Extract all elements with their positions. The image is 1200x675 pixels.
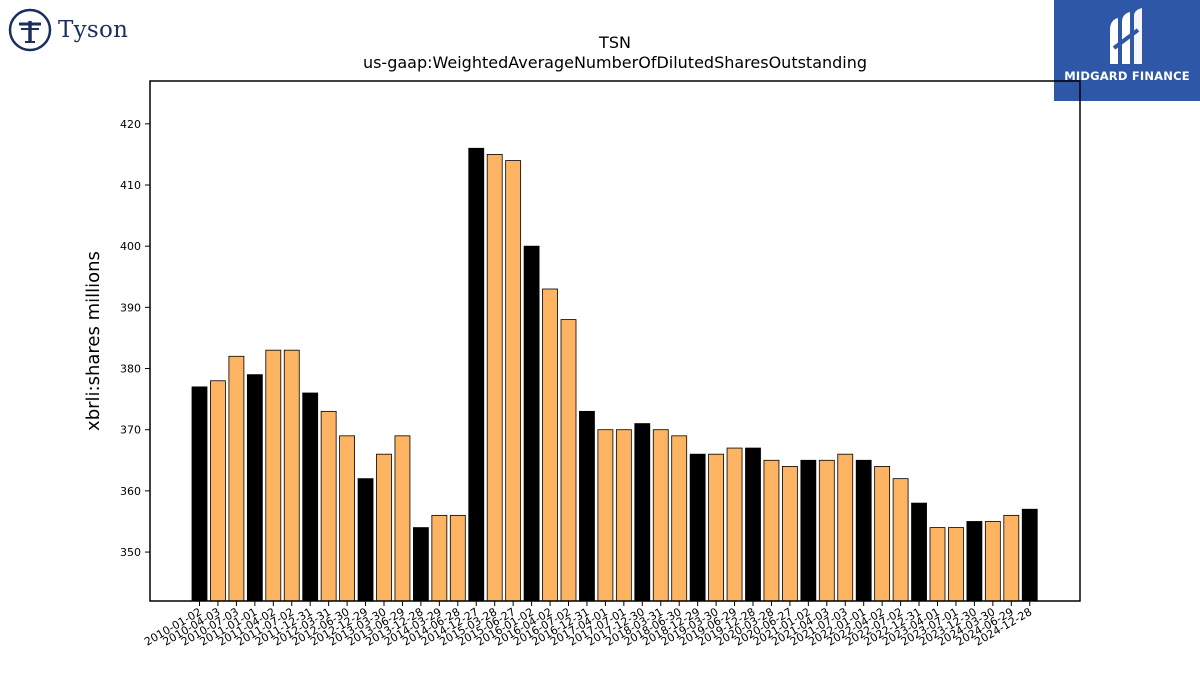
bar	[689, 453, 706, 602]
bar	[745, 447, 761, 602]
bar	[652, 429, 669, 602]
bar	[302, 392, 319, 602]
bar	[376, 453, 392, 602]
bar	[726, 447, 743, 602]
tyson-wordmark: Tyson	[58, 17, 129, 43]
bar	[246, 374, 263, 602]
bar	[948, 527, 964, 602]
bar	[449, 514, 466, 602]
y-axis-label: xbrli:shares millions	[83, 251, 104, 431]
bar	[800, 459, 817, 602]
y-tick-label: 420	[120, 118, 141, 131]
bar	[782, 466, 798, 602]
bar	[560, 319, 577, 602]
bar	[855, 459, 872, 602]
midgard-finance-wordmark: MIDGARD FINANCE	[1064, 69, 1190, 83]
tyson-logo: Tyson	[8, 8, 128, 52]
bar	[929, 527, 946, 602]
bar	[228, 355, 245, 602]
bar	[523, 245, 540, 602]
bar	[615, 429, 632, 602]
bar	[984, 521, 1001, 602]
bar	[210, 380, 226, 602]
bar	[818, 459, 835, 602]
bar	[191, 386, 208, 602]
plot-frame	[149, 80, 1081, 602]
bar	[412, 527, 429, 602]
y-tick-label: 360	[120, 485, 141, 498]
bar	[892, 478, 909, 602]
y-tick-label: 410	[120, 179, 141, 192]
chart-title: TSN	[598, 33, 631, 52]
bar	[966, 521, 983, 602]
bar	[320, 410, 337, 602]
bar	[1021, 508, 1038, 602]
bar	[468, 147, 485, 602]
bar	[505, 160, 522, 602]
bars-group	[191, 147, 1038, 602]
chart-subtitle: us-gaap:WeightedAverageNumberOfDilutedSh…	[363, 53, 867, 72]
bar	[874, 466, 891, 602]
bar	[597, 429, 614, 602]
y-tick-label: 400	[120, 240, 141, 253]
y-tick-label: 390	[120, 301, 141, 314]
bar	[339, 435, 356, 602]
bar	[763, 459, 780, 602]
bar	[265, 349, 282, 602]
y-axis-ticks: 350 360 370 380 390 400 410 420	[120, 118, 150, 559]
bar	[579, 410, 595, 602]
bar	[671, 435, 688, 602]
midgard-finance-logo: MIDGARD FINANCE	[1054, 0, 1200, 101]
bar	[708, 453, 724, 602]
bar	[837, 453, 854, 602]
bar	[1003, 514, 1020, 602]
bar	[394, 435, 411, 602]
midgard-mark-icon	[1110, 8, 1142, 64]
y-tick-label: 350	[120, 546, 141, 559]
bar	[486, 154, 503, 602]
bar	[542, 288, 558, 602]
bar	[357, 478, 374, 602]
tyson-emblem-icon	[8, 8, 52, 52]
bar	[634, 423, 651, 602]
x-axis-ticks: 2010-01-022010-04-032010-07-032011-01-01…	[142, 601, 1034, 649]
y-tick-label: 380	[120, 363, 141, 376]
y-tick-label: 370	[120, 424, 141, 437]
bar	[911, 502, 927, 602]
bar	[431, 514, 448, 602]
bar	[283, 349, 300, 602]
